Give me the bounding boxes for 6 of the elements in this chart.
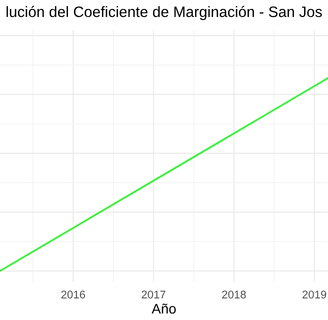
x-tick-label: 2016 bbox=[61, 290, 86, 298]
x-tick-label: 2018 bbox=[222, 290, 246, 298]
x-axis-title: Año bbox=[152, 304, 176, 314]
x-tick-label: 2017 bbox=[142, 290, 166, 298]
x-tick-label: 2019 bbox=[302, 290, 326, 298]
chart-title: lución del Coeficiente de Marginación - San Jos bbox=[6, 6, 322, 20]
